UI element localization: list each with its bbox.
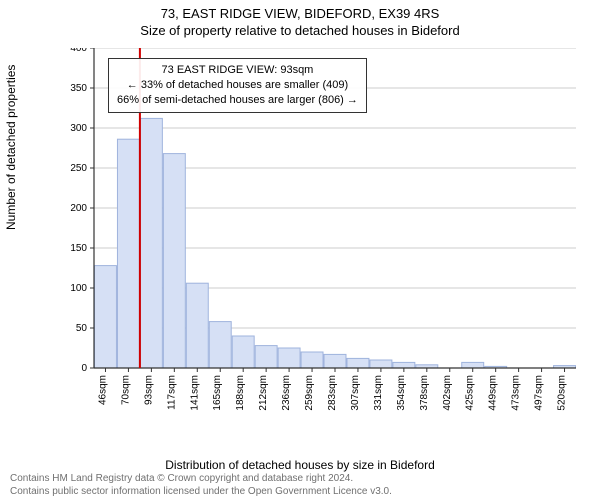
y-axis-label: Number of detached properties	[4, 65, 18, 230]
svg-text:236sqm: 236sqm	[281, 375, 292, 411]
svg-text:378sqm: 378sqm	[419, 375, 430, 411]
svg-text:117sqm: 117sqm	[166, 375, 177, 410]
histogram-chart: 0 50 100 150 200 250 300 350 400 46sqm 70sqm 93sqm 1…	[66, 48, 576, 418]
svg-text:283sqm: 283sqm	[327, 375, 338, 411]
page-title-address: 73, EAST RIDGE VIEW, BIDEFORD, EX39 4RS	[0, 0, 600, 21]
svg-text:449sqm: 449sqm	[488, 375, 499, 411]
svg-text:50: 50	[76, 323, 88, 334]
svg-text:259sqm: 259sqm	[304, 375, 315, 411]
svg-text:93sqm: 93sqm	[143, 375, 154, 405]
svg-text:473sqm: 473sqm	[511, 375, 522, 411]
svg-text:141sqm: 141sqm	[189, 375, 200, 411]
annotation-line-2: ← 33% of detached houses are smaller (40…	[117, 78, 358, 93]
annotation-line-1: 73 EAST RIDGE VIEW: 93sqm	[117, 63, 358, 78]
svg-text:46sqm: 46sqm	[97, 375, 108, 405]
svg-text:212sqm: 212sqm	[258, 375, 269, 411]
annotation-box: 73 EAST RIDGE VIEW: 93sqm ← 33% of detac…	[108, 58, 367, 113]
svg-text:307sqm: 307sqm	[350, 375, 361, 411]
svg-text:165sqm: 165sqm	[212, 375, 223, 411]
svg-text:425sqm: 425sqm	[465, 375, 476, 411]
svg-text:331sqm: 331sqm	[373, 375, 384, 411]
credits-line-2: Contains public sector information licen…	[10, 486, 392, 499]
svg-text:402sqm: 402sqm	[442, 375, 453, 411]
x-axis-label: Distribution of detached houses by size …	[0, 458, 600, 472]
credits-line-1: Contains HM Land Registry data © Crown c…	[10, 473, 392, 486]
svg-text:70sqm: 70sqm	[120, 375, 131, 405]
credits: Contains HM Land Registry data © Crown c…	[10, 473, 392, 498]
svg-text:150: 150	[70, 243, 87, 254]
page-title-subtitle: Size of property relative to detached ho…	[0, 21, 600, 38]
svg-text:354sqm: 354sqm	[396, 375, 407, 411]
svg-text:250: 250	[70, 163, 87, 174]
svg-text:188sqm: 188sqm	[235, 375, 246, 411]
svg-text:0: 0	[81, 363, 87, 374]
svg-text:200: 200	[70, 203, 87, 214]
svg-text:400: 400	[70, 48, 87, 54]
svg-text:300: 300	[70, 123, 87, 134]
annotation-line-3: 66% of semi-detached houses are larger (…	[117, 93, 358, 108]
svg-text:520sqm: 520sqm	[557, 375, 568, 411]
svg-text:100: 100	[70, 283, 87, 294]
svg-text:497sqm: 497sqm	[534, 375, 545, 411]
svg-text:350: 350	[70, 83, 87, 94]
